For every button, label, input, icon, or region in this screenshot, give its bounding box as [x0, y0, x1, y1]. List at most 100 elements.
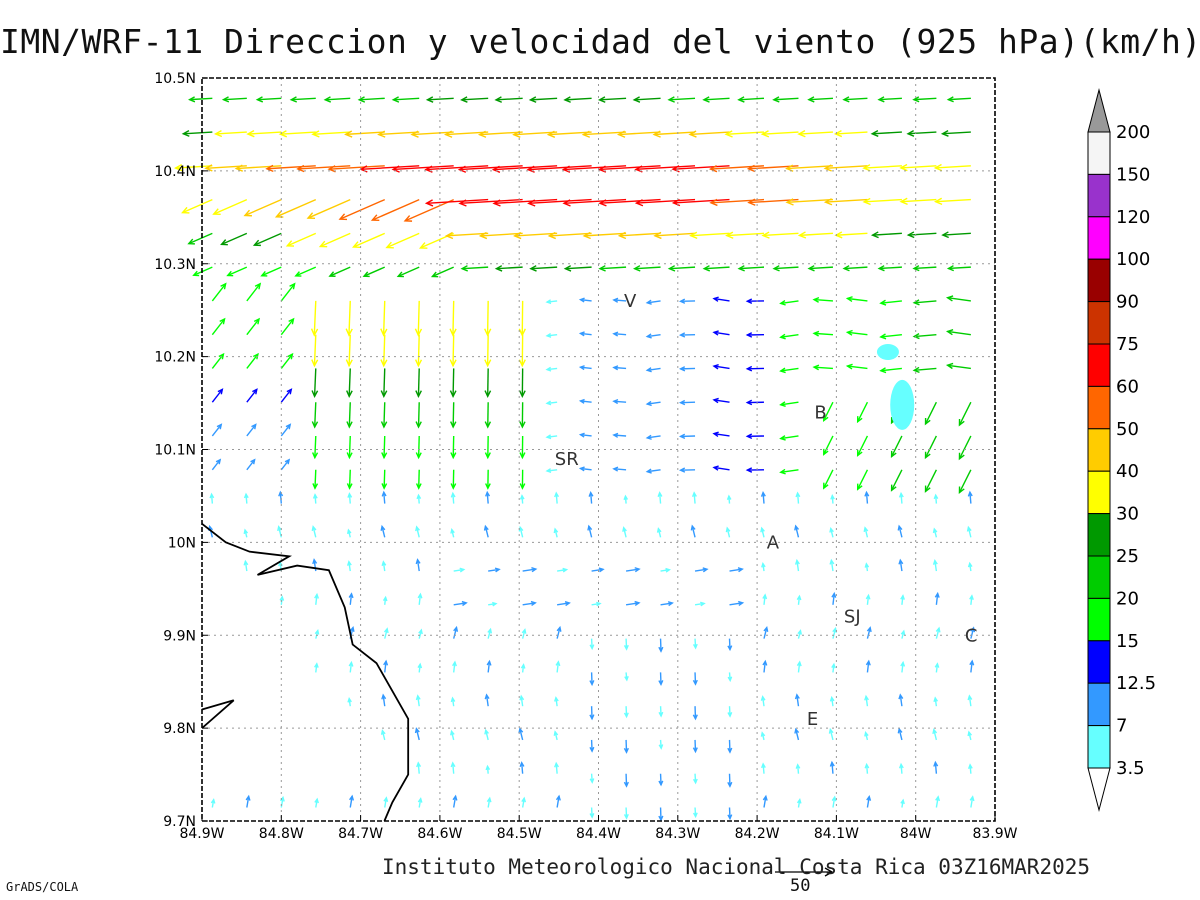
wind-vector	[383, 659, 389, 673]
wind-vector	[632, 265, 661, 272]
wind-vector	[557, 600, 571, 607]
wind-vector	[761, 231, 799, 239]
wind-vector	[828, 727, 834, 741]
wind-vector	[348, 660, 354, 673]
wind-vector	[494, 96, 523, 103]
wind-vector	[415, 469, 422, 490]
wind-vector	[380, 729, 386, 741]
wind-vector	[211, 388, 224, 403]
wind-vector	[658, 672, 664, 687]
x-tick-label: 83.9W	[972, 826, 1017, 842]
colorbar-label: 7	[1116, 716, 1127, 737]
wind-vector	[912, 366, 937, 373]
colorbar-label: 20	[1116, 588, 1139, 609]
wind-vector	[745, 298, 765, 304]
wind-vector	[632, 96, 661, 103]
wind-vector	[692, 706, 698, 721]
wind-vector	[370, 198, 420, 222]
wind-vector	[795, 763, 801, 774]
wind-vector	[391, 165, 454, 173]
wind-vector	[945, 295, 971, 302]
wind-vector	[234, 164, 282, 172]
wind-vector	[518, 727, 524, 741]
wind-vector	[967, 763, 973, 774]
wind-vector	[933, 163, 971, 172]
wind-vector	[349, 794, 355, 808]
wind-vector	[898, 762, 904, 774]
wind-vector	[381, 469, 388, 490]
wind-vector	[652, 130, 696, 138]
wind-vector	[338, 198, 386, 221]
wind-vector	[314, 592, 320, 605]
colorbar-segment	[1087, 513, 1111, 557]
wind-vector	[347, 492, 353, 504]
wind-vector	[879, 299, 902, 306]
wind-vector	[381, 435, 388, 460]
wind-vector	[797, 130, 833, 138]
colorbar-label: 120	[1116, 207, 1150, 228]
wind-vector	[612, 398, 627, 405]
wind-vector	[729, 567, 744, 573]
wind-vector	[823, 435, 834, 456]
wind-vector	[616, 130, 661, 138]
place-label: SJ	[844, 607, 861, 628]
wind-vector	[381, 560, 387, 572]
wind-vector	[645, 468, 661, 474]
wind-vector	[483, 524, 489, 538]
wind-vector	[967, 730, 972, 741]
wind-vector	[545, 366, 558, 372]
wind-vector	[518, 368, 526, 398]
wind-vector	[692, 773, 698, 785]
wind-vector	[450, 491, 456, 504]
wind-vector	[346, 528, 352, 538]
wind-vector	[727, 739, 733, 754]
wind-vector	[912, 299, 937, 306]
wind-vector	[708, 164, 765, 173]
wind-vector	[725, 526, 731, 538]
wind-vector	[192, 266, 213, 277]
wind-vector	[294, 266, 317, 277]
wind-vector	[729, 600, 745, 607]
wind-vector	[415, 694, 421, 707]
wind-vector	[545, 434, 558, 440]
wind-vector	[842, 96, 868, 103]
colorbar-under-triangle	[1087, 767, 1111, 812]
y-tick-label: 10N	[168, 535, 196, 551]
wind-vector	[724, 130, 765, 138]
y-tick-label: 10.4N	[154, 164, 196, 180]
wind-vector	[545, 400, 558, 406]
y-tick-label: 10.2N	[154, 350, 196, 366]
wind-vector	[589, 773, 595, 784]
wind-vector	[617, 231, 661, 240]
wind-vector	[416, 493, 422, 504]
wind-vector	[678, 433, 696, 439]
y-tick-label: 9.8N	[163, 721, 196, 737]
wind-vector	[477, 130, 523, 138]
wind-vector	[597, 96, 627, 103]
wind-vector	[745, 399, 765, 406]
wind-vector	[688, 130, 730, 138]
wind-vector	[864, 490, 870, 504]
wind-vector	[453, 625, 459, 639]
wind-vector	[598, 198, 661, 207]
wind-vector	[377, 130, 420, 138]
colorbar-segment	[1087, 385, 1111, 430]
wind-vector	[491, 165, 558, 173]
calm-patch	[876, 343, 899, 360]
wind-vector	[243, 492, 249, 504]
wind-vector	[797, 629, 802, 639]
wind-vector	[940, 129, 971, 137]
wind-vector	[779, 401, 799, 407]
wind-vector	[519, 402, 526, 429]
wind-vector	[694, 601, 706, 607]
wind-vector	[346, 435, 353, 460]
wind-vector	[512, 130, 558, 138]
footer-caption: Instituto Meteorologico Nacional Costa R…	[382, 855, 1091, 879]
colorbar-label: 3.5	[1116, 758, 1145, 779]
wind-vector	[958, 401, 972, 427]
wind-vector	[779, 435, 799, 441]
wind-vector	[181, 129, 213, 137]
wind-vector	[346, 402, 353, 429]
wind-vector	[484, 334, 492, 368]
wind-vector	[345, 334, 353, 368]
